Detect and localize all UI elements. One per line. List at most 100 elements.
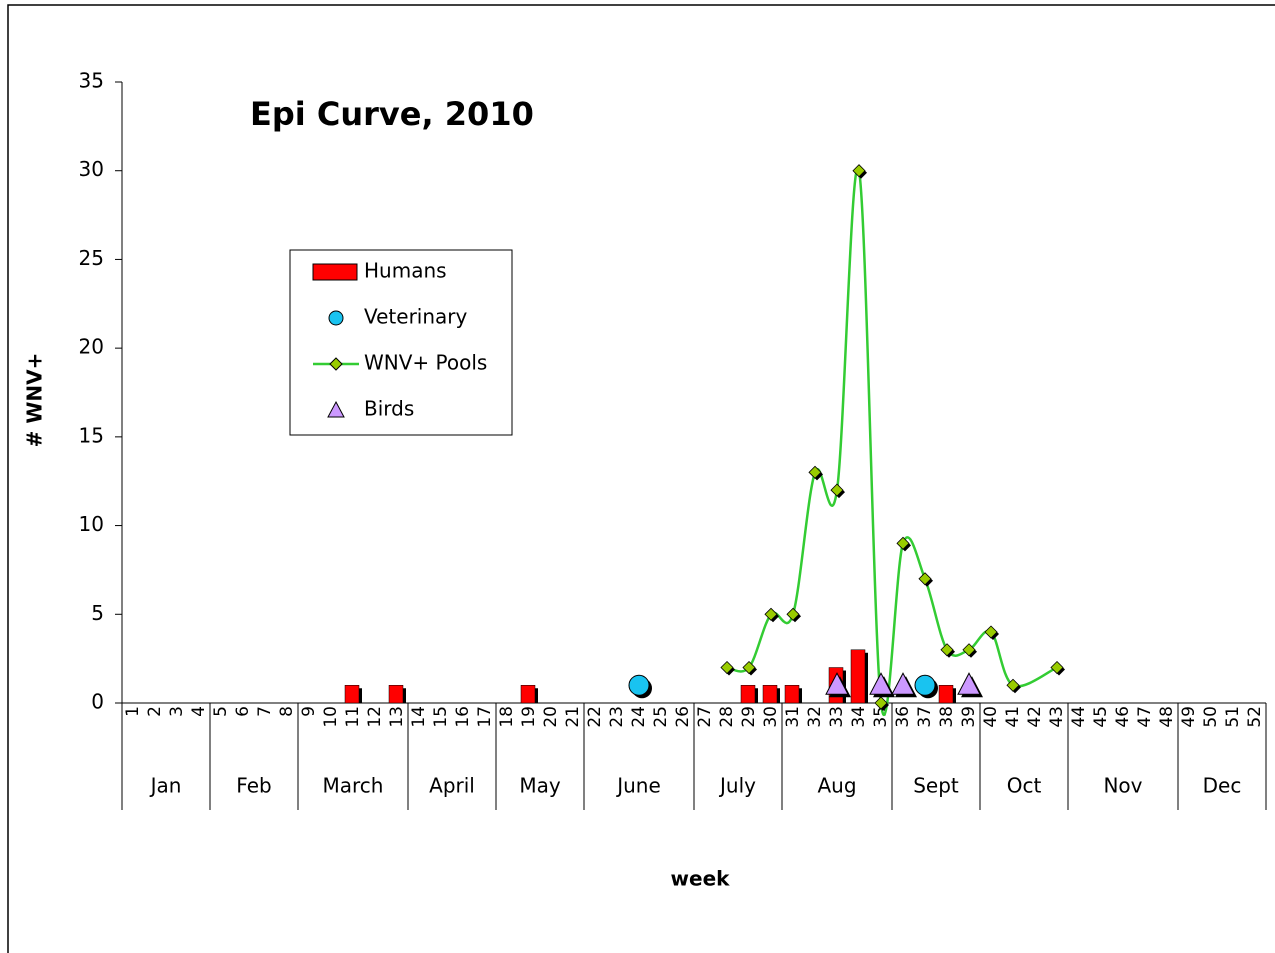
- bar: [388, 685, 404, 704]
- x-tick-label: 7: [255, 706, 275, 717]
- y-tick-label: 25: [79, 246, 104, 270]
- legend: [289, 249, 513, 436]
- chart-title: Epi Curve, 2010: [250, 95, 534, 133]
- month-label: Dec: [1203, 774, 1242, 798]
- x-tick-label: 6: [233, 706, 253, 717]
- diamond: [984, 625, 998, 639]
- x-tick-label: 43: [1047, 706, 1067, 728]
- dot: [914, 674, 936, 696]
- x-tick-label: 31: [783, 706, 803, 728]
- month-label: May: [519, 774, 561, 798]
- y-tick-label: 35: [79, 69, 104, 93]
- x-tick-label: 19: [519, 706, 539, 728]
- y-tick-label: 5: [91, 601, 104, 625]
- bar: [762, 685, 778, 704]
- month-label: March: [323, 774, 384, 798]
- x-axis-label: week: [671, 867, 731, 891]
- bar: [850, 649, 866, 704]
- line: [726, 166, 1058, 716]
- month-label: June: [615, 774, 661, 798]
- x-tick-label: 37: [915, 706, 935, 728]
- diamond: [1050, 660, 1064, 675]
- frame: [7, 4, 1275, 953]
- bar: [938, 685, 954, 704]
- x-tick-label: 16: [453, 706, 473, 728]
- x-tick-label: 3: [167, 706, 187, 717]
- x-tick-label: 42: [1025, 706, 1045, 728]
- triangle: [825, 672, 849, 695]
- y-tick-label: 15: [79, 423, 104, 447]
- x-tick-label: 18: [497, 706, 517, 728]
- x-tick-label: 34: [849, 706, 869, 728]
- month-label: April: [429, 774, 475, 798]
- x-tick-label: 23: [607, 706, 627, 728]
- x-tick-label: 13: [387, 706, 407, 728]
- legend-label: WNV+ Pools: [364, 351, 487, 375]
- legend-swatch: [328, 310, 344, 326]
- diamond: [852, 164, 866, 178]
- diamond: [940, 643, 954, 657]
- dot: [628, 674, 650, 696]
- y-axis-label: # WNV+: [23, 353, 47, 448]
- x-tick-label: 4: [189, 706, 209, 717]
- diamond: [720, 660, 734, 675]
- x-tick-label: 51: [1223, 706, 1243, 728]
- x-tick-label: 20: [541, 706, 561, 728]
- x-tick-label: 12: [365, 706, 385, 728]
- legend-label: Humans: [364, 259, 447, 283]
- x-tick-label: 1: [123, 706, 143, 717]
- month-label: Jan: [149, 774, 182, 798]
- y-tick-label: 20: [79, 335, 104, 359]
- month-label: Aug: [817, 774, 856, 798]
- diamond: [786, 607, 800, 621]
- x-tick-label: 38: [937, 706, 957, 728]
- diamond: [918, 572, 932, 586]
- diamond: [962, 643, 976, 657]
- y-tick-label: 0: [91, 690, 104, 714]
- month-label: Feb: [236, 774, 271, 798]
- x-tick-label: 14: [409, 706, 429, 728]
- x-tick-label: 25: [651, 706, 671, 728]
- legend-label: Birds: [364, 397, 414, 421]
- diamond: [874, 696, 888, 710]
- plot: [344, 164, 1065, 716]
- diamond: [808, 465, 822, 479]
- bar: [344, 685, 360, 704]
- diamond: [896, 536, 910, 550]
- triangle: [869, 672, 893, 695]
- month-label: July: [718, 774, 756, 798]
- triangle: [891, 672, 915, 695]
- x-tick-label: 39: [959, 706, 979, 728]
- x-tick-label: 26: [673, 706, 693, 728]
- legend-swatch: [327, 400, 345, 418]
- month-label: Nov: [1103, 774, 1142, 798]
- x-tick-label: 27: [695, 706, 715, 728]
- x-tick-label: 33: [827, 706, 847, 728]
- x-tick-label: 41: [1003, 706, 1023, 728]
- diamond: [764, 607, 778, 621]
- x-tick-label: 22: [585, 706, 605, 728]
- x-tick-label: 2: [145, 706, 165, 717]
- x-tick-label: 45: [1091, 706, 1111, 728]
- x-tick-label: 29: [739, 706, 759, 728]
- x-tick-label: 5: [211, 706, 231, 717]
- x-tick-label: 36: [893, 706, 913, 728]
- x-tick-label: 17: [475, 706, 495, 728]
- x-tick-label: 44: [1069, 706, 1089, 728]
- diamond: [830, 483, 844, 497]
- x-tick-label: 11: [343, 706, 363, 728]
- x-tick-label: 32: [805, 706, 825, 728]
- legend-swatch: [312, 263, 358, 281]
- month-label: Sept: [913, 774, 959, 798]
- x-tick-label: 28: [717, 706, 737, 728]
- x-tick-label: 49: [1179, 706, 1199, 728]
- x-tick-label: 48: [1157, 706, 1177, 728]
- x-tick-label: 21: [563, 706, 583, 728]
- x-tick-label: 24: [629, 706, 649, 728]
- x-tick-label: 52: [1245, 706, 1265, 728]
- x-tick-label: 8: [277, 706, 297, 717]
- y-tick-label: 10: [79, 512, 104, 536]
- y-tick-label: 30: [79, 157, 104, 181]
